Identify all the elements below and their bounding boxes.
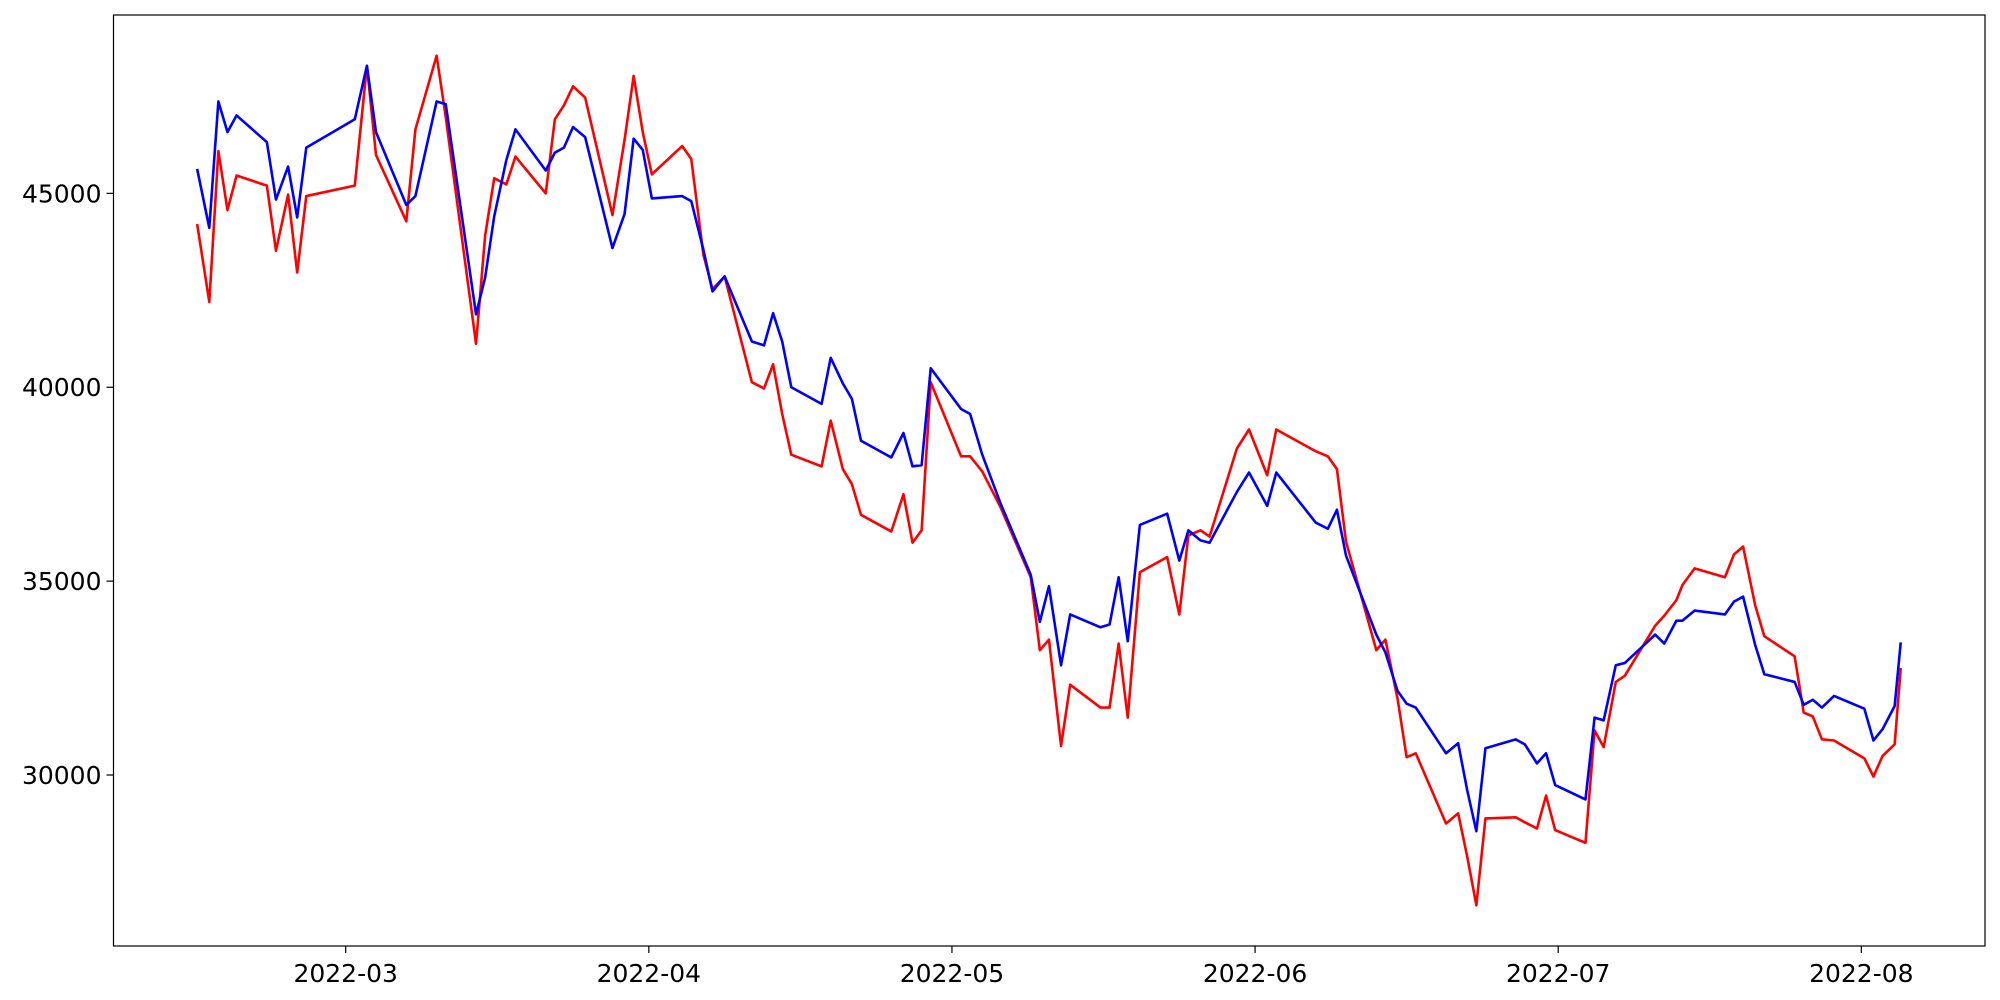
y-tick-label: 30000	[22, 761, 102, 790]
x-tick-label: 2022-07	[1506, 959, 1610, 988]
y-tick-label: 40000	[22, 373, 102, 402]
x-tick-label: 2022-06	[1203, 959, 1307, 988]
series-line	[195, 54, 1903, 907]
plot-frame	[112, 14, 1986, 947]
series-line	[195, 64, 1903, 833]
y-tick-label: 35000	[22, 567, 102, 596]
x-tick-label: 2022-03	[293, 959, 397, 988]
x-tick-label: 2022-04	[597, 959, 701, 988]
x-tick-label: 2022-05	[900, 959, 1004, 988]
x-tick-label: 2022-08	[1809, 959, 1913, 988]
y-tick-label: 45000	[22, 179, 102, 208]
